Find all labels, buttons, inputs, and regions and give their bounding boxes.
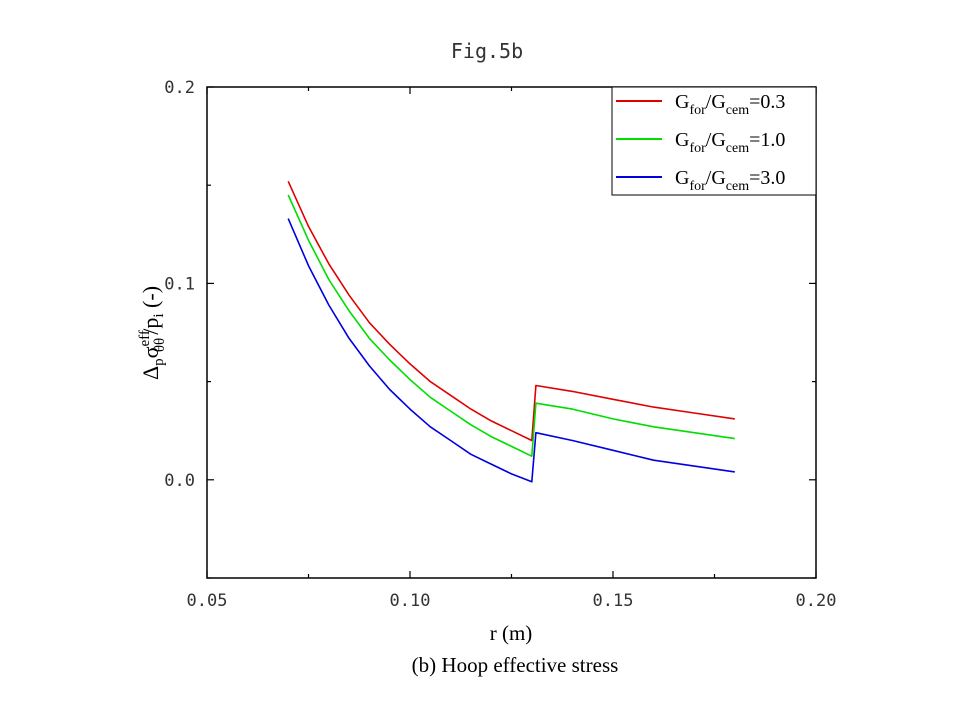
x-tick-label: 0.20 — [796, 591, 837, 611]
series-line-2 — [287, 194, 735, 457]
y-tick-label: 0.1 — [164, 274, 195, 294]
x-tick-label: 0.05 — [187, 591, 228, 611]
x-tick-label: 0.15 — [593, 591, 634, 611]
series-line-1 — [287, 180, 735, 442]
legend-label-1: Gfor/Gcem=0.3 — [675, 91, 785, 118]
figure-title: Fig.5b — [451, 39, 523, 63]
x-tick-labels: 0.05 0.10 0.15 0.20 — [187, 591, 837, 611]
y-axis-label: Δpσeffθθ/pi (-) — [137, 286, 168, 380]
y-tick-label: 0.2 — [164, 78, 195, 98]
caption: (b) Hoop effective stress — [412, 653, 619, 677]
legend-label-3: Gfor/Gcem=3.0 — [675, 167, 785, 194]
y-tick-labels: 0.0 0.1 0.2 — [164, 78, 195, 491]
x-tick-label: 0.10 — [390, 591, 431, 611]
legend-box — [611, 86, 817, 196]
series-line-3 — [287, 218, 735, 483]
y-tick-label: 0.0 — [164, 471, 195, 491]
x-axis-label: r (m) — [490, 621, 533, 645]
legend: Gfor/Gcem=0.3 Gfor/Gcem=1.0 Gfor/Gcem=3.0 — [611, 86, 817, 196]
legend-label-2: Gfor/Gcem=1.0 — [675, 129, 785, 156]
series-lines — [287, 180, 735, 483]
